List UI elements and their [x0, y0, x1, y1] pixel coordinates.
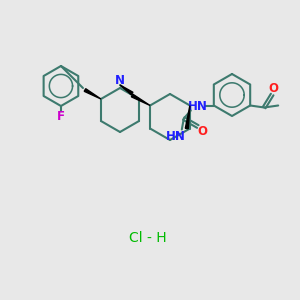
Text: N: N — [115, 74, 125, 88]
Polygon shape — [84, 89, 101, 99]
Text: HN: HN — [166, 130, 186, 143]
Text: Cl - H: Cl - H — [129, 231, 167, 245]
Text: HN: HN — [188, 100, 208, 113]
Polygon shape — [131, 94, 150, 106]
Text: O: O — [268, 82, 278, 95]
Polygon shape — [120, 85, 133, 95]
Polygon shape — [185, 106, 190, 129]
Text: O: O — [198, 125, 208, 138]
Text: F: F — [57, 110, 65, 124]
